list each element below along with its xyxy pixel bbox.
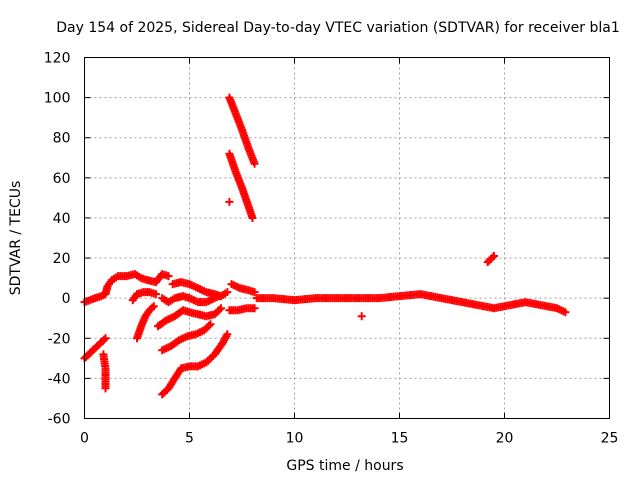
series-spike-outlier: [225, 197, 234, 206]
data-point: [561, 308, 570, 317]
data-point: [217, 304, 225, 313]
series-arc-mid-left: [128, 288, 160, 305]
series-mid-outlier: [357, 312, 366, 321]
series-arc-long: [252, 290, 570, 317]
y-tick-label: 20: [53, 251, 71, 267]
data-point: [488, 253, 497, 262]
y-axis-label: SDTVAR / TECUs: [8, 181, 24, 296]
data-point: [148, 303, 157, 312]
series-arc-descend: [158, 320, 215, 355]
series-arc-deep: [158, 330, 232, 399]
y-tick-label: 60: [53, 171, 71, 187]
x-tick-label: 0: [80, 431, 89, 447]
x-tick-labels: 0 5 10 15 20 25: [80, 431, 618, 447]
y-tick-label: 80: [53, 131, 71, 147]
data-point: [250, 288, 259, 297]
plot-frame: [84, 57, 610, 419]
series-arc-wave-mid: [158, 292, 223, 307]
data-point: [204, 321, 213, 330]
series-arc-flat-low: [225, 304, 259, 315]
y-tick-label: 0: [62, 291, 71, 307]
x-tick-label: 5: [185, 431, 194, 447]
grid-layer: [84, 57, 610, 419]
data-point: [223, 330, 232, 339]
data-point: [248, 213, 257, 222]
data-point: [101, 384, 110, 393]
data-point: [223, 288, 232, 297]
y-tick-label: 120: [44, 51, 71, 67]
series-arc-early-low: [80, 334, 110, 363]
y-tick-label: 40: [53, 211, 71, 227]
x-tick-label: 20: [496, 431, 514, 447]
series-arc-steep-left: [133, 302, 158, 343]
series-spike-upper: [225, 93, 259, 168]
data-point: [206, 320, 215, 329]
data-point: [215, 305, 224, 314]
chart-title: Day 154 of 2025, Sidereal Day-to-day VTE…: [56, 20, 619, 36]
series-arc-post-spike: [227, 280, 259, 297]
data-point: [164, 272, 173, 281]
y-tick-label: 100: [44, 91, 71, 107]
x-tick-label: 15: [391, 431, 409, 447]
series-late-outlier: [483, 252, 498, 267]
data-point: [250, 304, 259, 313]
series-arc-wave-lower: [154, 304, 225, 331]
axis-ticks: [84, 57, 610, 419]
y-tick-label: -60: [48, 412, 71, 428]
data-point: [100, 335, 109, 344]
data-point: [101, 334, 110, 343]
x-axis-label: GPS time / hours: [286, 458, 403, 474]
series-arc-main: [80, 270, 173, 307]
y-tick-label: -40: [48, 371, 71, 387]
data-point: [151, 290, 160, 299]
data-point: [225, 197, 234, 206]
x-tick-label: 10: [286, 431, 304, 447]
data-point: [214, 292, 223, 301]
data-points: [80, 93, 570, 399]
data-point: [490, 252, 498, 261]
series-spike-lower: [225, 149, 257, 222]
y-tick-label: -20: [48, 331, 71, 347]
data-point: [357, 312, 366, 321]
data-point: [149, 302, 158, 311]
x-tick-label: 25: [601, 431, 619, 447]
series-early-outliers: [99, 350, 110, 393]
data-point: [250, 159, 259, 168]
y-tick-labels: -60 -40 -20 0 20 40 60 80 100 120: [44, 51, 71, 428]
